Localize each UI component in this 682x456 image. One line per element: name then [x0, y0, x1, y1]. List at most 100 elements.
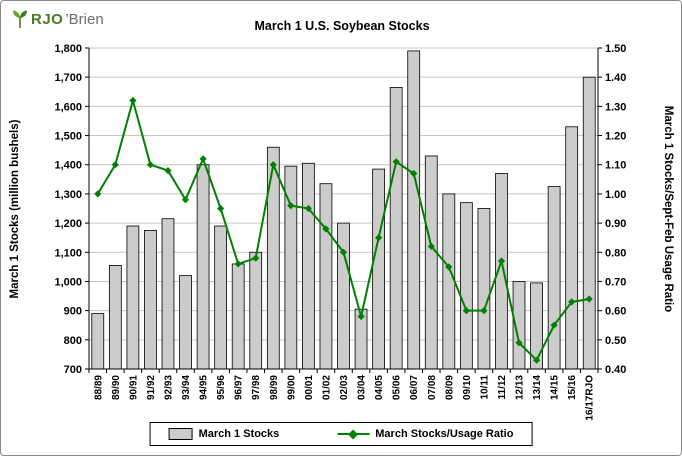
- x-category-label: 00/01: [304, 375, 315, 400]
- stocks-bar: [266, 146, 280, 370]
- x-category-label: 92/93: [164, 375, 175, 400]
- x-category-label: 05/06: [392, 375, 403, 400]
- stocks-bar: [372, 168, 385, 370]
- stocks-bar: [389, 87, 403, 370]
- x-category-label: 09/10: [462, 375, 473, 400]
- stocks-bar: [108, 264, 122, 370]
- ratio-marker: [445, 263, 453, 271]
- ratio-marker: [234, 260, 242, 268]
- ratio-marker: [199, 155, 207, 163]
- right-tick-label: 0.60: [605, 306, 626, 318]
- stocks-bar: [161, 218, 175, 370]
- ratio-marker: [427, 242, 435, 250]
- leaf-icon: [13, 10, 27, 28]
- ratio-marker: [94, 190, 102, 198]
- stocks-bar: [214, 225, 228, 370]
- x-category-label: 10/11: [479, 375, 490, 400]
- x-category-label: 03/04: [357, 375, 368, 400]
- x-category-label: 89/90: [111, 375, 122, 400]
- right-tick-label: 0.90: [605, 218, 626, 230]
- legend-label-stocks: March 1 Stocks: [198, 428, 280, 440]
- left-tick-label: 800: [64, 335, 82, 347]
- right-tick-label: 0.80: [605, 247, 626, 259]
- stocks-bar: [407, 50, 421, 370]
- ratio-marker: [462, 307, 470, 315]
- stocks-bar: [319, 183, 333, 370]
- ratio-marker: [111, 161, 119, 169]
- ratio-marker: [269, 161, 277, 169]
- ratio-marker: [550, 321, 558, 329]
- stocks-bar: [302, 162, 315, 370]
- right-tick-label: 1.40: [605, 72, 626, 84]
- x-category-label: 98/99: [269, 375, 280, 400]
- left-tick-label: 1,100: [54, 247, 82, 259]
- x-category-label: 95/96: [216, 375, 227, 400]
- x-category-label: 02/03: [339, 375, 350, 400]
- stocks-bar: [565, 126, 579, 370]
- stocks-bar: [91, 313, 105, 370]
- x-category-label: 11/12: [497, 375, 508, 400]
- logo-text-suffix: ’Brien: [65, 10, 104, 28]
- ratio-marker: [480, 307, 488, 315]
- left-tick-label: 1,200: [54, 218, 82, 230]
- left-tick-label: 1,000: [54, 276, 82, 288]
- ratio-marker: [357, 312, 365, 321]
- x-category-label: 04/05: [374, 375, 385, 400]
- ratio-marker: [164, 167, 172, 175]
- stocks-bar: [442, 193, 456, 370]
- x-category-label: 94/95: [199, 375, 210, 400]
- stocks-bar: [179, 275, 192, 370]
- legend-label-ratio: March Stocks/Usage Ratio: [375, 428, 514, 440]
- x-category-label: 13/14: [532, 375, 543, 400]
- ratio-marker: [146, 161, 154, 169]
- x-category-label: 06/07: [409, 375, 420, 400]
- left-tick-label: 1,600: [54, 101, 82, 113]
- x-category-label: 12/13: [515, 375, 526, 400]
- right-axis-title: March 1 Stocks/Sept-Feb Usage Ratio: [662, 106, 674, 312]
- ratio-marker: [533, 356, 541, 364]
- right-tick-label: 0.40: [605, 364, 626, 376]
- ratio-marker: [392, 158, 400, 166]
- ratio-marker: [515, 339, 523, 347]
- ratio-marker: [129, 96, 137, 105]
- x-category-label: 97/98: [251, 375, 262, 400]
- legend-item-ratio: March Stocks/Usage Ratio: [337, 428, 513, 440]
- ratio-marker: [497, 257, 506, 265]
- right-tick-label: 1.10: [605, 160, 626, 172]
- chart-legend: March 1 Stocks March Stocks/Usage Ratio: [149, 422, 533, 446]
- left-tick-label: 1,300: [54, 189, 82, 201]
- ratio-marker: [375, 234, 383, 242]
- legend-item-stocks: March 1 Stocks: [168, 428, 280, 440]
- chart-title: March 1 U.S. Soybean Stocks: [254, 19, 429, 33]
- left-tick-label: 1,500: [54, 131, 82, 143]
- right-tick-label: 1.20: [605, 131, 626, 143]
- stocks-bar: [582, 76, 596, 370]
- ratio-marker: [181, 196, 190, 204]
- left-tick-label: 1,400: [54, 160, 82, 172]
- bar-swatch-icon: [168, 428, 193, 440]
- stocks-bar: [231, 263, 245, 370]
- plot-area: 1,800 1.50 1,700 1.40 1,600 1.30 1,500 1.20 1,40…: [54, 43, 626, 421]
- x-category-label: 14/15: [550, 375, 561, 400]
- rjobrien-logo: RJO ’Brien: [11, 9, 104, 29]
- ratio-marker: [410, 169, 418, 178]
- ratio-marker: [585, 295, 593, 303]
- stocks-bar: [249, 251, 263, 370]
- x-category-label: 90/91: [128, 375, 139, 400]
- stocks-bar: [144, 229, 157, 370]
- ratio-marker: [304, 204, 312, 213]
- stocks-bar: [477, 208, 491, 370]
- left-tick-label: 900: [64, 306, 82, 318]
- x-category-label: 07/08: [427, 375, 438, 400]
- right-tick-label: 1.50: [605, 43, 626, 55]
- left-tick-label: 1,800: [54, 43, 82, 55]
- x-category-label: 16/17RJO: [585, 375, 596, 421]
- stocks-bar: [196, 164, 210, 370]
- x-category-label: 91/92: [146, 375, 157, 400]
- right-tick-label: 0.70: [605, 276, 626, 288]
- right-tick-label: 1.00: [605, 189, 626, 201]
- ratio-marker: [339, 248, 348, 256]
- stocks-bar: [547, 186, 561, 370]
